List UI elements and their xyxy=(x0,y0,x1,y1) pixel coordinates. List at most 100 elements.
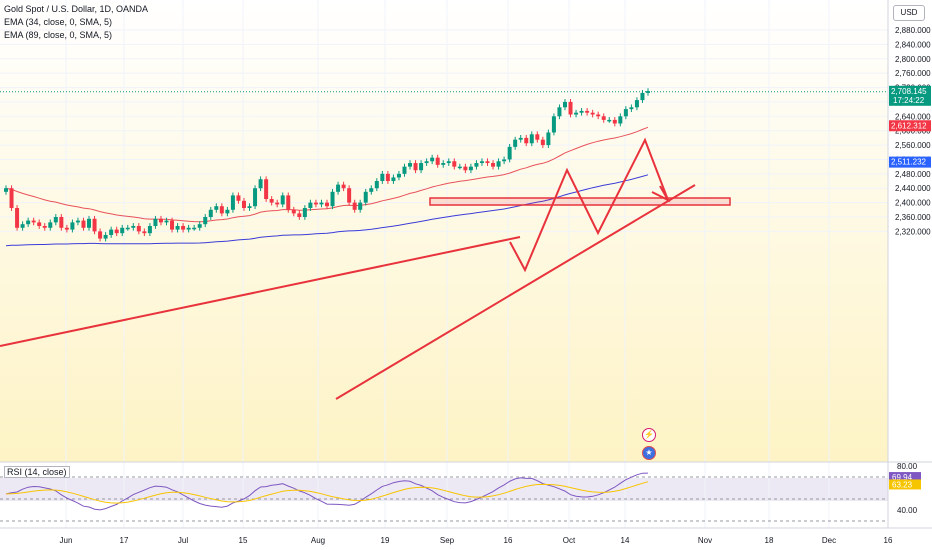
ema-34-legend[interactable]: EMA (34, close, 0, SMA, 5) xyxy=(4,17,113,27)
time-tick-label: 16 xyxy=(504,536,513,545)
candle-body xyxy=(336,184,341,192)
time-tick-label: 19 xyxy=(381,536,390,545)
candle-body xyxy=(590,112,595,115)
candle-body xyxy=(507,146,512,160)
candle-body xyxy=(181,225,186,230)
candle-body xyxy=(424,161,429,164)
price-label-text: 2,708.145 xyxy=(891,87,927,96)
candle-body xyxy=(103,234,108,239)
candle-body xyxy=(330,191,335,207)
candle-body xyxy=(53,216,58,223)
candle-body xyxy=(308,202,313,209)
price-tick-label: 2,840.000 xyxy=(895,40,931,49)
symbol-legend[interactable]: Gold Spot / U.S. Dollar, 1D, OANDA xyxy=(4,4,149,14)
time-tick-label: Dec xyxy=(822,536,836,545)
candle-body xyxy=(142,231,147,234)
candle-body xyxy=(612,119,617,124)
price-tick-label: 2,880.000 xyxy=(895,26,931,35)
candle-body xyxy=(269,199,274,203)
price-tick-label: 2,400.000 xyxy=(895,199,931,208)
candle-body xyxy=(618,116,623,124)
candle-body xyxy=(491,163,496,167)
candle-body xyxy=(170,220,175,230)
candle-body xyxy=(313,202,318,205)
candle-body xyxy=(479,161,484,164)
rsi-label-box xyxy=(889,479,921,490)
candle-body xyxy=(634,100,639,108)
candle-body xyxy=(391,177,396,182)
currency-button[interactable]: USD xyxy=(893,5,925,21)
price-label-box xyxy=(889,120,931,132)
candle-body xyxy=(20,224,25,228)
candle-body xyxy=(258,179,263,189)
candle-body xyxy=(75,220,80,223)
price-tick-label: 2,480.000 xyxy=(895,170,931,179)
candle-body xyxy=(208,209,213,217)
trendline-lower xyxy=(335,184,696,400)
candle-body xyxy=(551,116,556,133)
candle-body xyxy=(280,195,285,205)
rsi-panel xyxy=(0,472,888,522)
candle-body xyxy=(640,92,645,101)
candle-body xyxy=(524,137,529,144)
candle-body xyxy=(153,218,158,226)
candle-body xyxy=(374,181,379,189)
price-tick-label: 2,640.000 xyxy=(895,112,931,121)
ema-89-legend[interactable]: EMA (89, close, 0, SMA, 5) xyxy=(4,30,113,40)
candle-body xyxy=(131,225,136,228)
candle-body xyxy=(347,188,352,203)
time-tick-label: Aug xyxy=(311,536,325,545)
rsi-line xyxy=(5,472,649,511)
price-tick-label: 2,560.000 xyxy=(895,141,931,150)
time-tick-label: Jun xyxy=(60,536,73,545)
candle-body xyxy=(574,112,579,115)
rsi-label-box xyxy=(889,472,921,483)
candle-body xyxy=(596,114,601,117)
candle-body xyxy=(125,227,130,230)
candle-body xyxy=(325,202,329,207)
candle-body xyxy=(441,163,446,165)
price-tick-label: 2,760.000 xyxy=(895,69,931,78)
candle-body xyxy=(419,163,424,171)
ema-89-line xyxy=(5,174,649,247)
candle-body xyxy=(109,229,114,235)
rsi-tick-label: 80.00 xyxy=(897,462,918,471)
candle-body xyxy=(87,218,92,228)
candle-body xyxy=(363,191,368,203)
candle-body xyxy=(219,206,224,214)
candle-body xyxy=(225,209,230,214)
candle-body xyxy=(585,110,590,113)
candle-body xyxy=(59,216,64,228)
candle-body xyxy=(275,202,280,205)
zigzag-projection xyxy=(509,137,669,273)
candle-body xyxy=(535,134,540,140)
candle-body xyxy=(496,161,501,167)
candle-body xyxy=(568,101,573,115)
flag-us-icon[interactable]: ★ xyxy=(642,446,656,460)
candle-body xyxy=(230,195,235,210)
rsi-legend[interactable]: RSI (14, close) xyxy=(4,466,70,478)
time-tick-label: 15 xyxy=(239,536,248,545)
price-tick-label: 2,360.000 xyxy=(895,213,931,222)
rsi-label-text: 69.94 xyxy=(892,473,913,482)
time-tick-label: Sep xyxy=(440,536,455,545)
candle-body xyxy=(286,195,291,210)
candle-body xyxy=(385,173,390,182)
candle-body xyxy=(241,200,246,209)
candle-body xyxy=(264,179,269,200)
candle-body xyxy=(408,163,413,167)
countdown-label: 17:24:22 xyxy=(893,96,925,105)
flash-icon[interactable]: ⚡ xyxy=(642,428,656,442)
candle-body xyxy=(457,166,462,169)
price-label-box xyxy=(889,85,931,106)
candle-body xyxy=(120,227,125,234)
pattern-drawings xyxy=(0,137,731,400)
candle-body xyxy=(98,231,103,239)
candle-body xyxy=(579,110,584,113)
price-tick-label: 2,320.000 xyxy=(895,227,931,236)
candle-body xyxy=(15,208,20,228)
candle-body xyxy=(513,139,518,147)
candle-body xyxy=(396,173,401,178)
candle-body xyxy=(175,225,180,230)
